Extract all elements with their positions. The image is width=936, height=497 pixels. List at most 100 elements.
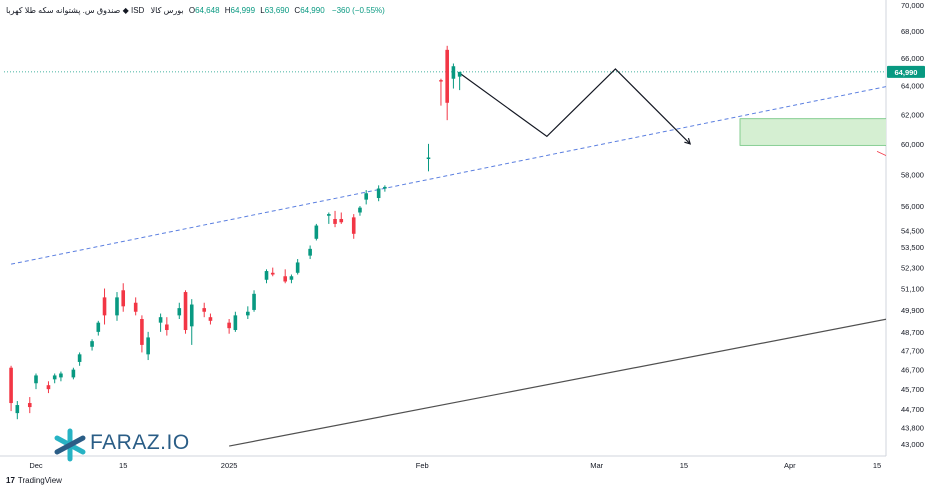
y-tick-label: 53,500 xyxy=(901,243,924,252)
y-tick-label: 70,000 xyxy=(901,1,924,10)
candle-body xyxy=(15,405,20,414)
candle xyxy=(208,313,213,325)
candle-body xyxy=(270,272,275,275)
candle-body xyxy=(264,271,269,280)
candle xyxy=(327,212,331,224)
candle-body xyxy=(376,188,381,199)
candle xyxy=(358,206,362,216)
y-tick-label: 56,000 xyxy=(901,202,924,211)
x-tick-label: Feb xyxy=(416,461,429,470)
candle-body xyxy=(34,375,38,384)
y-tick-label: 49,900 xyxy=(901,306,924,315)
change-value: −360 (−0.55%) xyxy=(331,6,385,15)
candle xyxy=(77,352,82,366)
candle xyxy=(9,365,13,412)
header-instrument: صندوق س. پشتوانه سکه طلا کهربا xyxy=(6,6,121,15)
y-tick-label: 47,700 xyxy=(901,347,924,356)
candle-body xyxy=(96,322,101,332)
candle xyxy=(96,320,101,336)
candle-body xyxy=(383,186,387,189)
candle-body xyxy=(246,311,250,316)
target-zone xyxy=(739,118,886,146)
candle xyxy=(102,288,107,325)
x-tick-label: 15 xyxy=(119,461,127,470)
candle-body xyxy=(177,308,182,316)
y-tick-label: 52,300 xyxy=(901,264,924,273)
candle xyxy=(121,283,126,312)
candle-body xyxy=(165,324,169,331)
candle xyxy=(59,371,63,382)
candle xyxy=(339,212,344,224)
candle-body xyxy=(308,248,312,256)
last-price-tag-bg xyxy=(887,65,925,78)
candle xyxy=(457,71,462,91)
candle-body xyxy=(208,317,213,321)
candle xyxy=(295,259,300,275)
candle-body xyxy=(289,276,294,280)
candle-body xyxy=(445,49,449,103)
candle xyxy=(27,397,32,414)
candle xyxy=(165,317,169,336)
candle xyxy=(246,306,250,320)
x-tick-label: 15 xyxy=(873,461,881,470)
header-code: SD xyxy=(133,6,145,15)
x-tick-label: 2025 xyxy=(221,461,238,470)
high-label: H xyxy=(224,6,231,15)
candle xyxy=(115,292,119,321)
candle xyxy=(52,373,57,384)
candle-body xyxy=(133,302,138,312)
candle xyxy=(46,381,51,394)
candle-body xyxy=(295,262,300,273)
candle xyxy=(71,367,76,380)
y-tick-label: 54,500 xyxy=(901,226,924,235)
candle xyxy=(451,63,456,89)
candle xyxy=(133,297,138,316)
low-label: L xyxy=(260,6,265,15)
candle-body xyxy=(77,354,82,362)
y-tick-label: 58,000 xyxy=(901,170,924,179)
candle xyxy=(90,339,94,351)
plot-layer: 61,14457,058 xyxy=(4,45,886,447)
candle-body xyxy=(426,157,431,160)
candle-body xyxy=(358,207,362,213)
candle-body xyxy=(102,297,107,316)
y-tick-label: 60,000 xyxy=(901,140,924,149)
candle xyxy=(189,299,194,345)
candle-body xyxy=(227,322,231,329)
candle xyxy=(15,401,20,420)
candle-body xyxy=(457,71,462,77)
tradingview-footer[interactable]: 17 TradingView xyxy=(6,476,62,485)
y-tick-label: 45,700 xyxy=(901,385,924,394)
solid-trendline xyxy=(229,318,886,447)
candle-body xyxy=(59,373,63,378)
x-tick-label: Apr xyxy=(784,461,796,470)
candle-body xyxy=(140,319,144,345)
candle xyxy=(140,315,144,353)
candle xyxy=(227,319,231,334)
candle xyxy=(351,214,356,239)
candle-body xyxy=(46,385,51,390)
candle xyxy=(314,223,319,241)
candle-body xyxy=(52,375,57,380)
watermark-logo: FARAZ.IO xyxy=(52,428,189,468)
candle xyxy=(364,190,368,205)
candle-body xyxy=(189,304,194,327)
candle-body xyxy=(9,367,13,404)
candle-body xyxy=(439,80,443,82)
dashed-trendline xyxy=(10,86,886,265)
candle-body xyxy=(451,66,456,79)
candle xyxy=(252,290,256,312)
candle-body xyxy=(314,225,319,239)
open-label: O xyxy=(188,6,196,15)
candle-body xyxy=(90,341,94,347)
close-label: C xyxy=(294,6,301,15)
candle-body xyxy=(115,297,119,316)
candle-body xyxy=(351,217,356,234)
candle-body xyxy=(121,290,126,307)
candle-body xyxy=(233,315,238,331)
candle-body xyxy=(202,308,207,312)
projection-arrow-head xyxy=(684,137,692,145)
y-tick-label: 43,800 xyxy=(901,423,924,432)
